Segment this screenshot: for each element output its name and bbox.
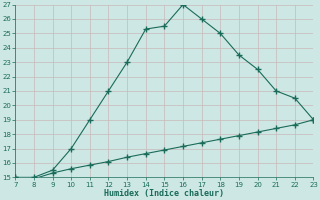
X-axis label: Humidex (Indice chaleur): Humidex (Indice chaleur) [104,189,224,198]
